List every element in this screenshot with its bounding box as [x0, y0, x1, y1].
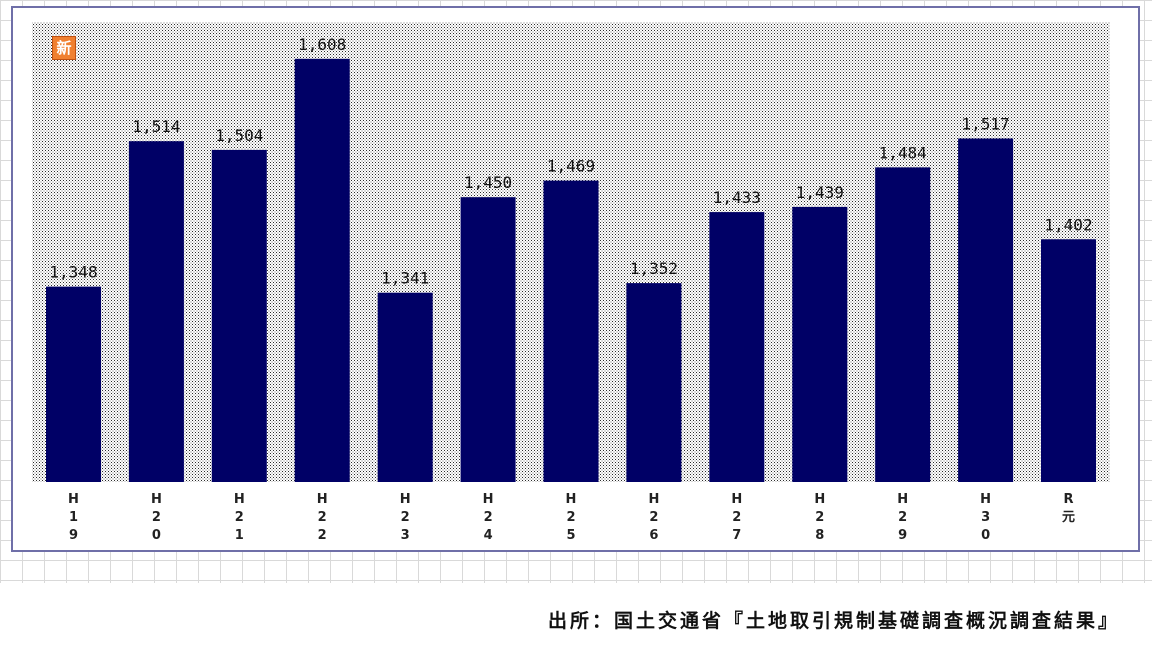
value-label-H26: 1,352: [630, 259, 678, 278]
category-label-H21: H 2 1: [234, 492, 245, 543]
category-label-H23: H 2 3: [400, 492, 411, 543]
category-label-char: 2: [318, 510, 327, 525]
category-label-char: 2: [235, 510, 244, 525]
bar-R元: [1041, 239, 1096, 482]
category-label-char: 9: [69, 528, 78, 543]
category-label-char: H: [566, 492, 577, 507]
category-label-char: H: [980, 492, 991, 507]
value-label-R元: 1,402: [1044, 215, 1092, 234]
value-label-H27: 1,433: [713, 188, 761, 207]
category-label-char: 2: [566, 510, 575, 525]
category-label-char: 2: [649, 510, 658, 525]
category-label-H20: H 2 0: [151, 492, 162, 543]
bar-H20: [128, 141, 184, 482]
value-label-H22: 1,608: [298, 35, 346, 54]
category-label-char: 3: [401, 528, 410, 543]
category-label-char: H: [897, 492, 908, 507]
value-label-H19: 1,348: [49, 263, 97, 282]
category-label-char: H: [68, 492, 79, 507]
value-label-H30: 1,517: [962, 115, 1010, 134]
value-label-H28: 1,439: [796, 183, 844, 202]
category-label-char: H: [814, 492, 825, 507]
category-label-char: 元: [1062, 510, 1075, 525]
category-label-char: R: [1063, 492, 1073, 507]
category-label-R元: R元: [1062, 492, 1075, 525]
bar-H23: [377, 292, 433, 482]
category-label-char: 2: [484, 510, 493, 525]
category-label-char: 2: [732, 510, 741, 525]
category-label-char: H: [151, 492, 162, 507]
value-label-H20: 1,514: [132, 117, 180, 136]
value-label-H25: 1,469: [547, 157, 595, 176]
bar-H24: [460, 197, 516, 482]
category-label-char: H: [317, 492, 328, 507]
category-label-char: 2: [898, 510, 907, 525]
category-label-H24: H 2 4: [483, 492, 494, 543]
bar-H27: [709, 212, 765, 482]
bar-H29: [875, 167, 931, 482]
category-label-char: 8: [815, 528, 824, 543]
category-label-char: H: [731, 492, 742, 507]
category-label-char: 2: [152, 510, 161, 525]
category-label-H25: H 2 5: [566, 492, 577, 543]
category-label-char: 4: [484, 528, 493, 543]
bar-H30: [958, 138, 1014, 482]
category-label-H29: H 2 9: [897, 492, 908, 543]
category-label-H30: H 3 0: [980, 492, 991, 543]
bar-H28: [792, 206, 848, 482]
bar-H19: [46, 286, 101, 482]
bar-H25: [543, 180, 599, 482]
category-label-H26: H 2 6: [648, 492, 659, 543]
source-note: 出所：国土交通省『土地取引規制基礎調査概況調査結果』: [547, 610, 1120, 632]
category-label-char: 9: [898, 528, 907, 543]
category-label-H28: H 2 8: [814, 492, 825, 543]
source-area: [0, 583, 1152, 648]
bar-H21: [211, 149, 267, 482]
category-label-char: 1: [235, 528, 244, 543]
category-label-H27: H 2 7: [731, 492, 742, 543]
category-label-char: H: [483, 492, 494, 507]
category-label-char: 1: [69, 510, 78, 525]
category-label-char: 0: [981, 528, 990, 543]
category-label-H19: H 1 9: [68, 492, 79, 543]
category-label-char: H: [234, 492, 245, 507]
value-label-H29: 1,484: [879, 143, 927, 162]
category-label-char: H: [648, 492, 659, 507]
category-label-H22: H 2 2: [317, 492, 328, 543]
value-label-H21: 1,504: [215, 126, 263, 145]
bar-chart: 1,348 1,514 1,504 1,608 1,341 1,450 1,469 1,352…: [32, 22, 1110, 543]
category-label-char: 6: [649, 528, 658, 543]
bar-H26: [626, 283, 682, 482]
bar-H22: [294, 58, 350, 483]
category-label-char: 2: [815, 510, 824, 525]
category-label-char: 5: [566, 528, 575, 543]
value-label-H23: 1,341: [381, 269, 429, 288]
category-label-char: 2: [318, 528, 327, 543]
new-badge-icon: 新: [52, 36, 76, 60]
category-label-char: 7: [732, 528, 741, 543]
category-label-char: H: [400, 492, 411, 507]
category-label-char: 0: [152, 528, 161, 543]
category-label-char: 2: [401, 510, 410, 525]
category-label-char: 3: [981, 510, 990, 525]
value-label-H24: 1,450: [464, 173, 512, 192]
